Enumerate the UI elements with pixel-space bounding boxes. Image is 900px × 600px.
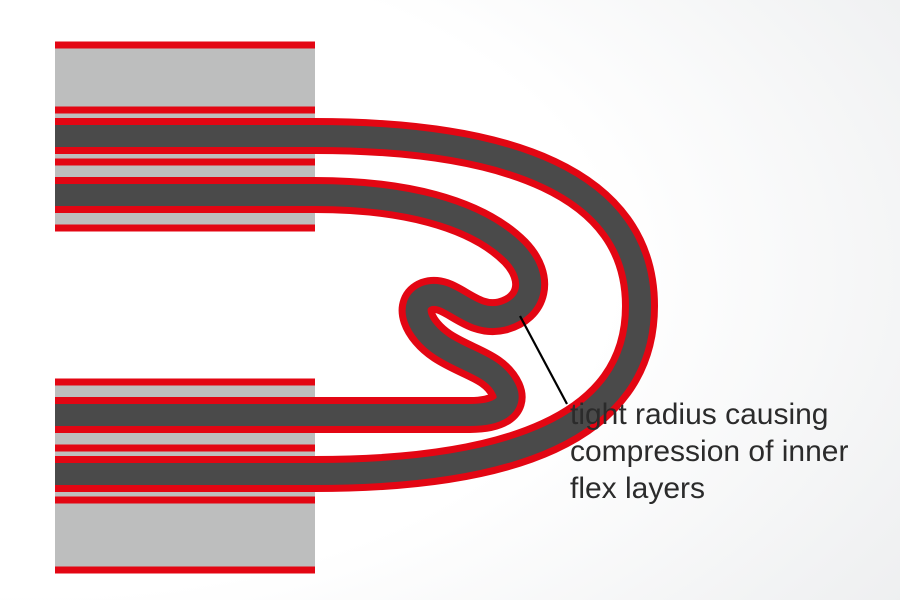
annotation-text: tight radius causing compression of inner… [570,398,848,505]
annotation-text-line-1: compression of inner [570,435,848,468]
annotation-text-line-0: tight radius causing [570,398,829,431]
annotation-leader [520,316,567,404]
flex-bend-diagram: tight radius causing compression of inner… [0,0,900,600]
annotation-text-line-2: flex layers [570,472,705,505]
